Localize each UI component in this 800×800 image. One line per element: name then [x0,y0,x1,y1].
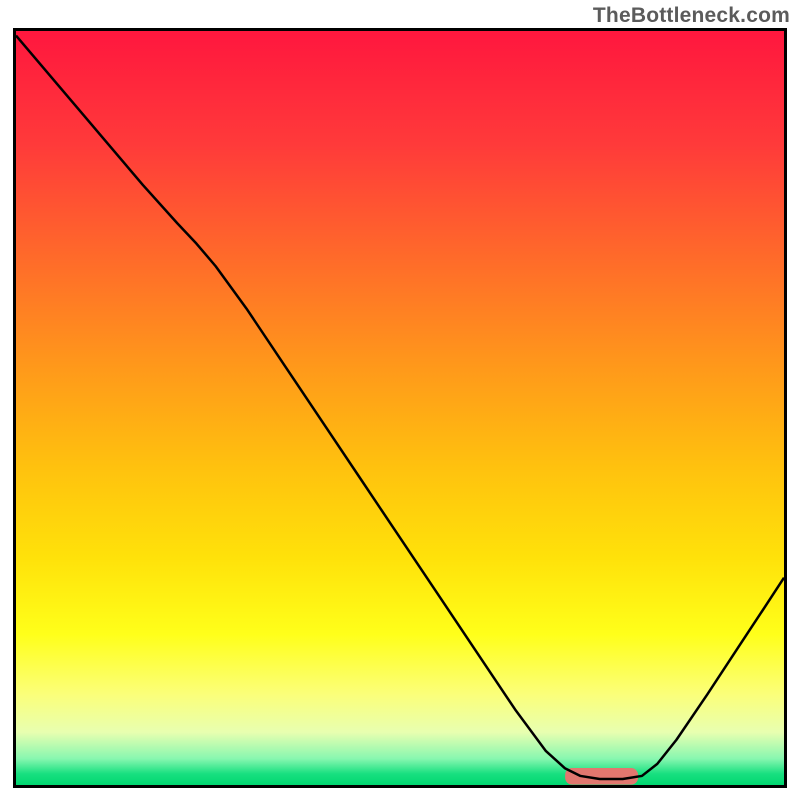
minimum-marker [565,768,638,785]
plot-area [13,28,787,788]
line-chart-svg [13,28,787,788]
chart-container: TheBottleneck.com [0,0,800,800]
chart-background [16,31,784,785]
watermark-text: TheBottleneck.com [593,4,790,28]
